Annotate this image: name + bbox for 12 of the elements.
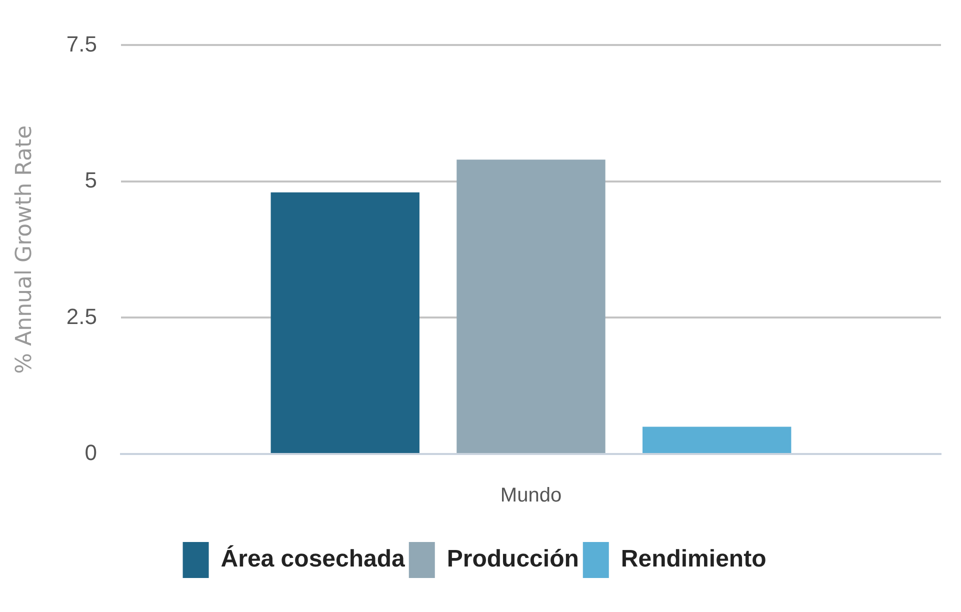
bar — [642, 426, 792, 453]
y-axis-title: % Annual Growth Rate — [12, 125, 37, 374]
bar — [270, 192, 420, 453]
legend-label: Rendimiento — [620, 546, 766, 573]
legend-label: Producción — [446, 546, 579, 573]
y-tick-label: 7.5 — [66, 31, 97, 56]
legend-label: Área cosechada — [220, 544, 406, 573]
y-tick-label: 0 — [84, 440, 97, 466]
y-tick-label: 5 — [84, 168, 97, 193]
x-tick-label: Mundo — [500, 484, 562, 507]
y-tick-label: 2.5 — [66, 304, 97, 329]
bar — [456, 160, 606, 453]
